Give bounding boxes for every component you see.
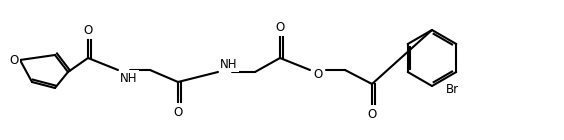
Text: Br: Br [446,82,459,95]
Text: O: O [83,24,92,37]
Text: O: O [275,20,285,33]
Text: NH: NH [220,58,237,71]
Text: NH: NH [120,72,138,85]
Text: O: O [10,53,19,66]
Text: O: O [367,108,377,121]
Text: O: O [173,106,183,118]
Text: O: O [314,67,323,80]
